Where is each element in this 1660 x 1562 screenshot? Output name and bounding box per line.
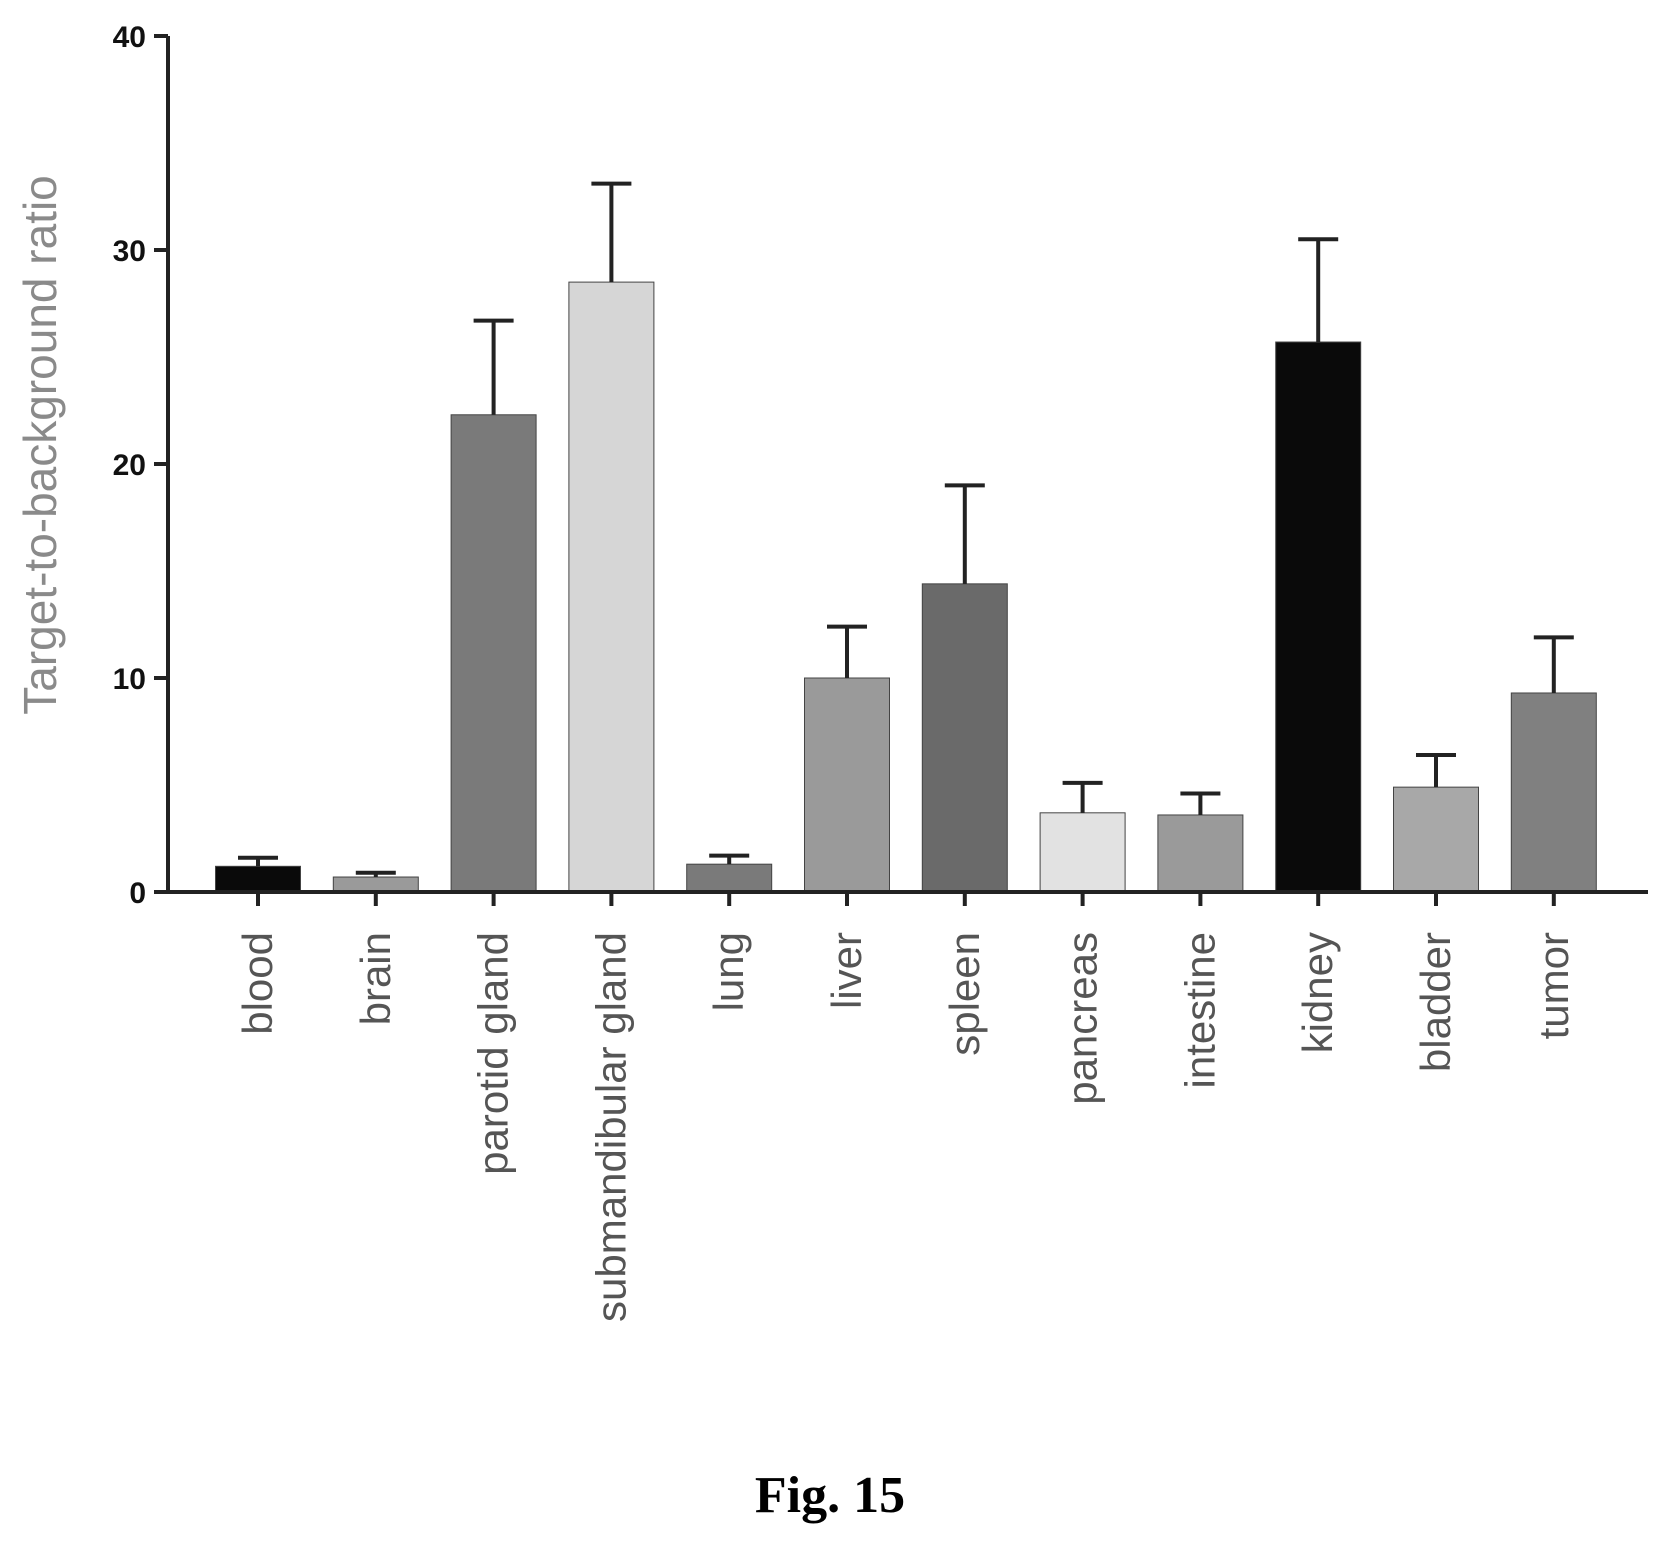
x-tick-label-liver: liver — [823, 932, 870, 1009]
x-tick-label-tumor: tumor — [1530, 932, 1577, 1039]
x-tick-label-kidney: kidney — [1294, 932, 1341, 1053]
bar-bladder — [1393, 786, 1479, 893]
bar-spleen — [921, 583, 1008, 893]
figure-caption: Fig. 15 — [755, 1467, 905, 1524]
bar-kidney — [1275, 341, 1362, 893]
bar-submandibular-gland — [568, 281, 655, 893]
bar-pancreas — [1039, 812, 1126, 893]
y-tick-label-30: 30 — [113, 235, 146, 268]
x-tick-label-lung: lung — [705, 932, 752, 1011]
bars-layer — [215, 281, 1597, 893]
x-tick-labels: blood brain parotid gland submandibular gla… — [234, 932, 1577, 1322]
y-tick-labels: 0 10 20 30 40 — [113, 21, 146, 910]
x-tick-label-brain: brain — [352, 932, 399, 1025]
bar-lung — [686, 863, 773, 893]
bar-intestine — [1157, 814, 1244, 893]
bar-liver — [804, 677, 890, 893]
bar-tumor — [1510, 692, 1597, 893]
x-tick-label-intestine: intestine — [1176, 932, 1223, 1088]
x-tick-label-parotid-gland: parotid gland — [470, 932, 517, 1175]
bar-brain — [332, 876, 419, 893]
x-tick-label-blood: blood — [234, 932, 281, 1035]
error-bars-layer — [238, 181, 1574, 878]
bar-parotid-gland — [450, 414, 537, 893]
y-tick-label-10: 10 — [113, 663, 146, 696]
bar-blood — [215, 865, 301, 893]
x-tick-label-pancreas: pancreas — [1059, 932, 1106, 1105]
y-tick-label-0: 0 — [129, 877, 146, 910]
x-tick-label-submandibular-gland: submandibular gland — [587, 932, 634, 1322]
y-axis-label: Target-to-background ratio — [14, 175, 66, 715]
y-tick-label-40: 40 — [113, 21, 146, 54]
axes-layer — [154, 34, 1648, 906]
x-tick-label-spleen: spleen — [941, 932, 988, 1056]
x-tick-label-bladder: bladder — [1412, 932, 1459, 1072]
y-tick-label-20: 20 — [113, 449, 146, 482]
